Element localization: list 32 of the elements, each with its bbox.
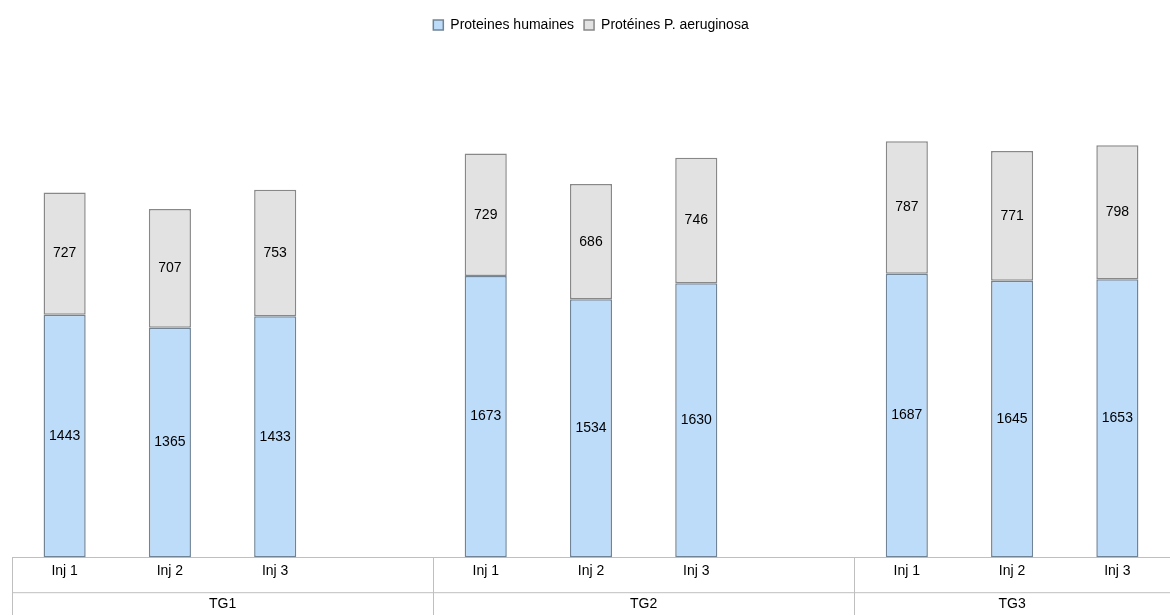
x-tick-label: Inj 1 [51,562,79,579]
x-tick-label: Inj 1 [472,562,500,579]
x-tick-label: Inj 3 [683,562,710,579]
x-tick-label: Inj 1 [893,562,921,579]
data-label: 1645 [996,409,1028,426]
data-label: 1673 [470,407,502,424]
text: TG1 [208,595,237,612]
data-label: 753 [263,243,288,260]
x-tick-label: Inj 2 [998,562,1026,579]
legend-label: Proteines humaines [450,15,575,32]
text: TG3 [998,595,1026,612]
data-label: 798 [1105,203,1130,220]
legend-label: Protéines P. aeruginosa [601,15,749,32]
data-label: 1365 [154,433,186,450]
data-label: 686 [579,232,603,249]
data-label: 771 [1000,206,1024,223]
x-tick-label: Inj 2 [156,562,184,579]
data-label: 1687 [891,406,923,423]
data-label: 729 [474,205,498,222]
text: TG2 [630,595,658,612]
data-label: 1534 [575,419,607,436]
x-tick-label: Inj 3 [1104,562,1131,579]
data-label: 707 [158,259,182,276]
data-label: 727 [52,244,77,261]
x-tick-label: Inj 2 [577,562,605,579]
x-tick-label: Inj 3 [261,562,289,579]
data-label: 787 [895,198,919,215]
data-label: 746 [684,211,709,228]
data-label: 1433 [259,427,291,444]
data-label: 1653 [1101,409,1134,426]
data-label: 1630 [680,411,713,428]
data-label: 1443 [49,426,81,443]
